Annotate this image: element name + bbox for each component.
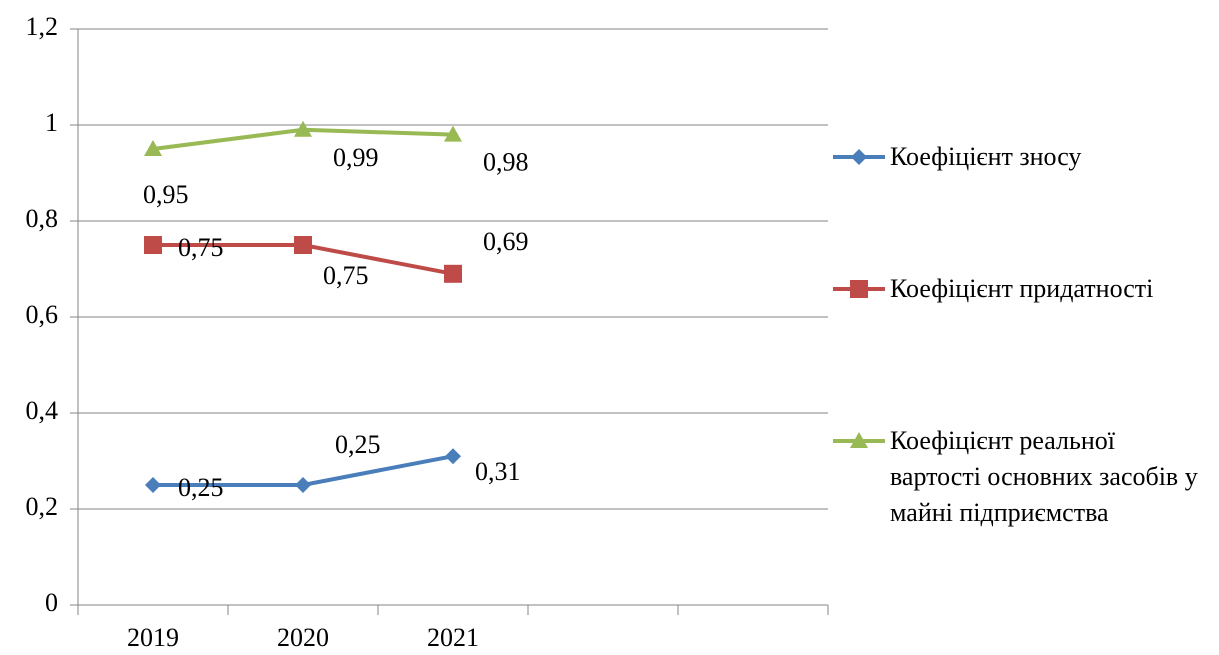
- marker: [851, 149, 867, 165]
- marker: [445, 448, 461, 465]
- y-tick-label: 0,4: [26, 396, 59, 425]
- marker: [294, 236, 312, 254]
- data-label: 0,75: [178, 233, 224, 262]
- marker: [294, 120, 312, 137]
- marker: [144, 140, 162, 156]
- y-tick-label: 0,6: [26, 300, 59, 329]
- data-label: 0,98: [483, 148, 529, 177]
- marker: [295, 477, 311, 493]
- data-label: 0,95: [143, 180, 189, 209]
- marker: [850, 280, 868, 298]
- legend-label: Коефіцієнт реальної вартості основних за…: [890, 426, 1198, 527]
- marker: [144, 236, 162, 254]
- y-tick-label: 0,2: [26, 492, 59, 521]
- data-label: 0,31: [475, 457, 521, 486]
- y-tick-label: 0,8: [26, 204, 59, 233]
- y-tick-label: 1: [45, 108, 58, 137]
- marker: [850, 432, 868, 448]
- data-label: 0,25: [335, 430, 381, 459]
- y-tick-label: 1,2: [26, 12, 59, 41]
- data-label: 0,69: [483, 227, 529, 256]
- marker: [444, 264, 462, 283]
- data-label: 0,75: [323, 261, 369, 290]
- y-tick-label: 0: [45, 588, 58, 617]
- x-tick-label: 2021: [427, 623, 479, 652]
- x-tick-label: 2020: [277, 623, 329, 652]
- data-label: 0,99: [333, 143, 379, 172]
- legend-label: Коефіцієнт зносу: [890, 142, 1082, 171]
- legend-label: Коефіцієнт придатності: [890, 274, 1154, 303]
- marker: [145, 477, 161, 493]
- x-tick-label: 2019: [127, 623, 179, 652]
- data-label: 0,25: [178, 473, 224, 502]
- marker: [444, 125, 462, 142]
